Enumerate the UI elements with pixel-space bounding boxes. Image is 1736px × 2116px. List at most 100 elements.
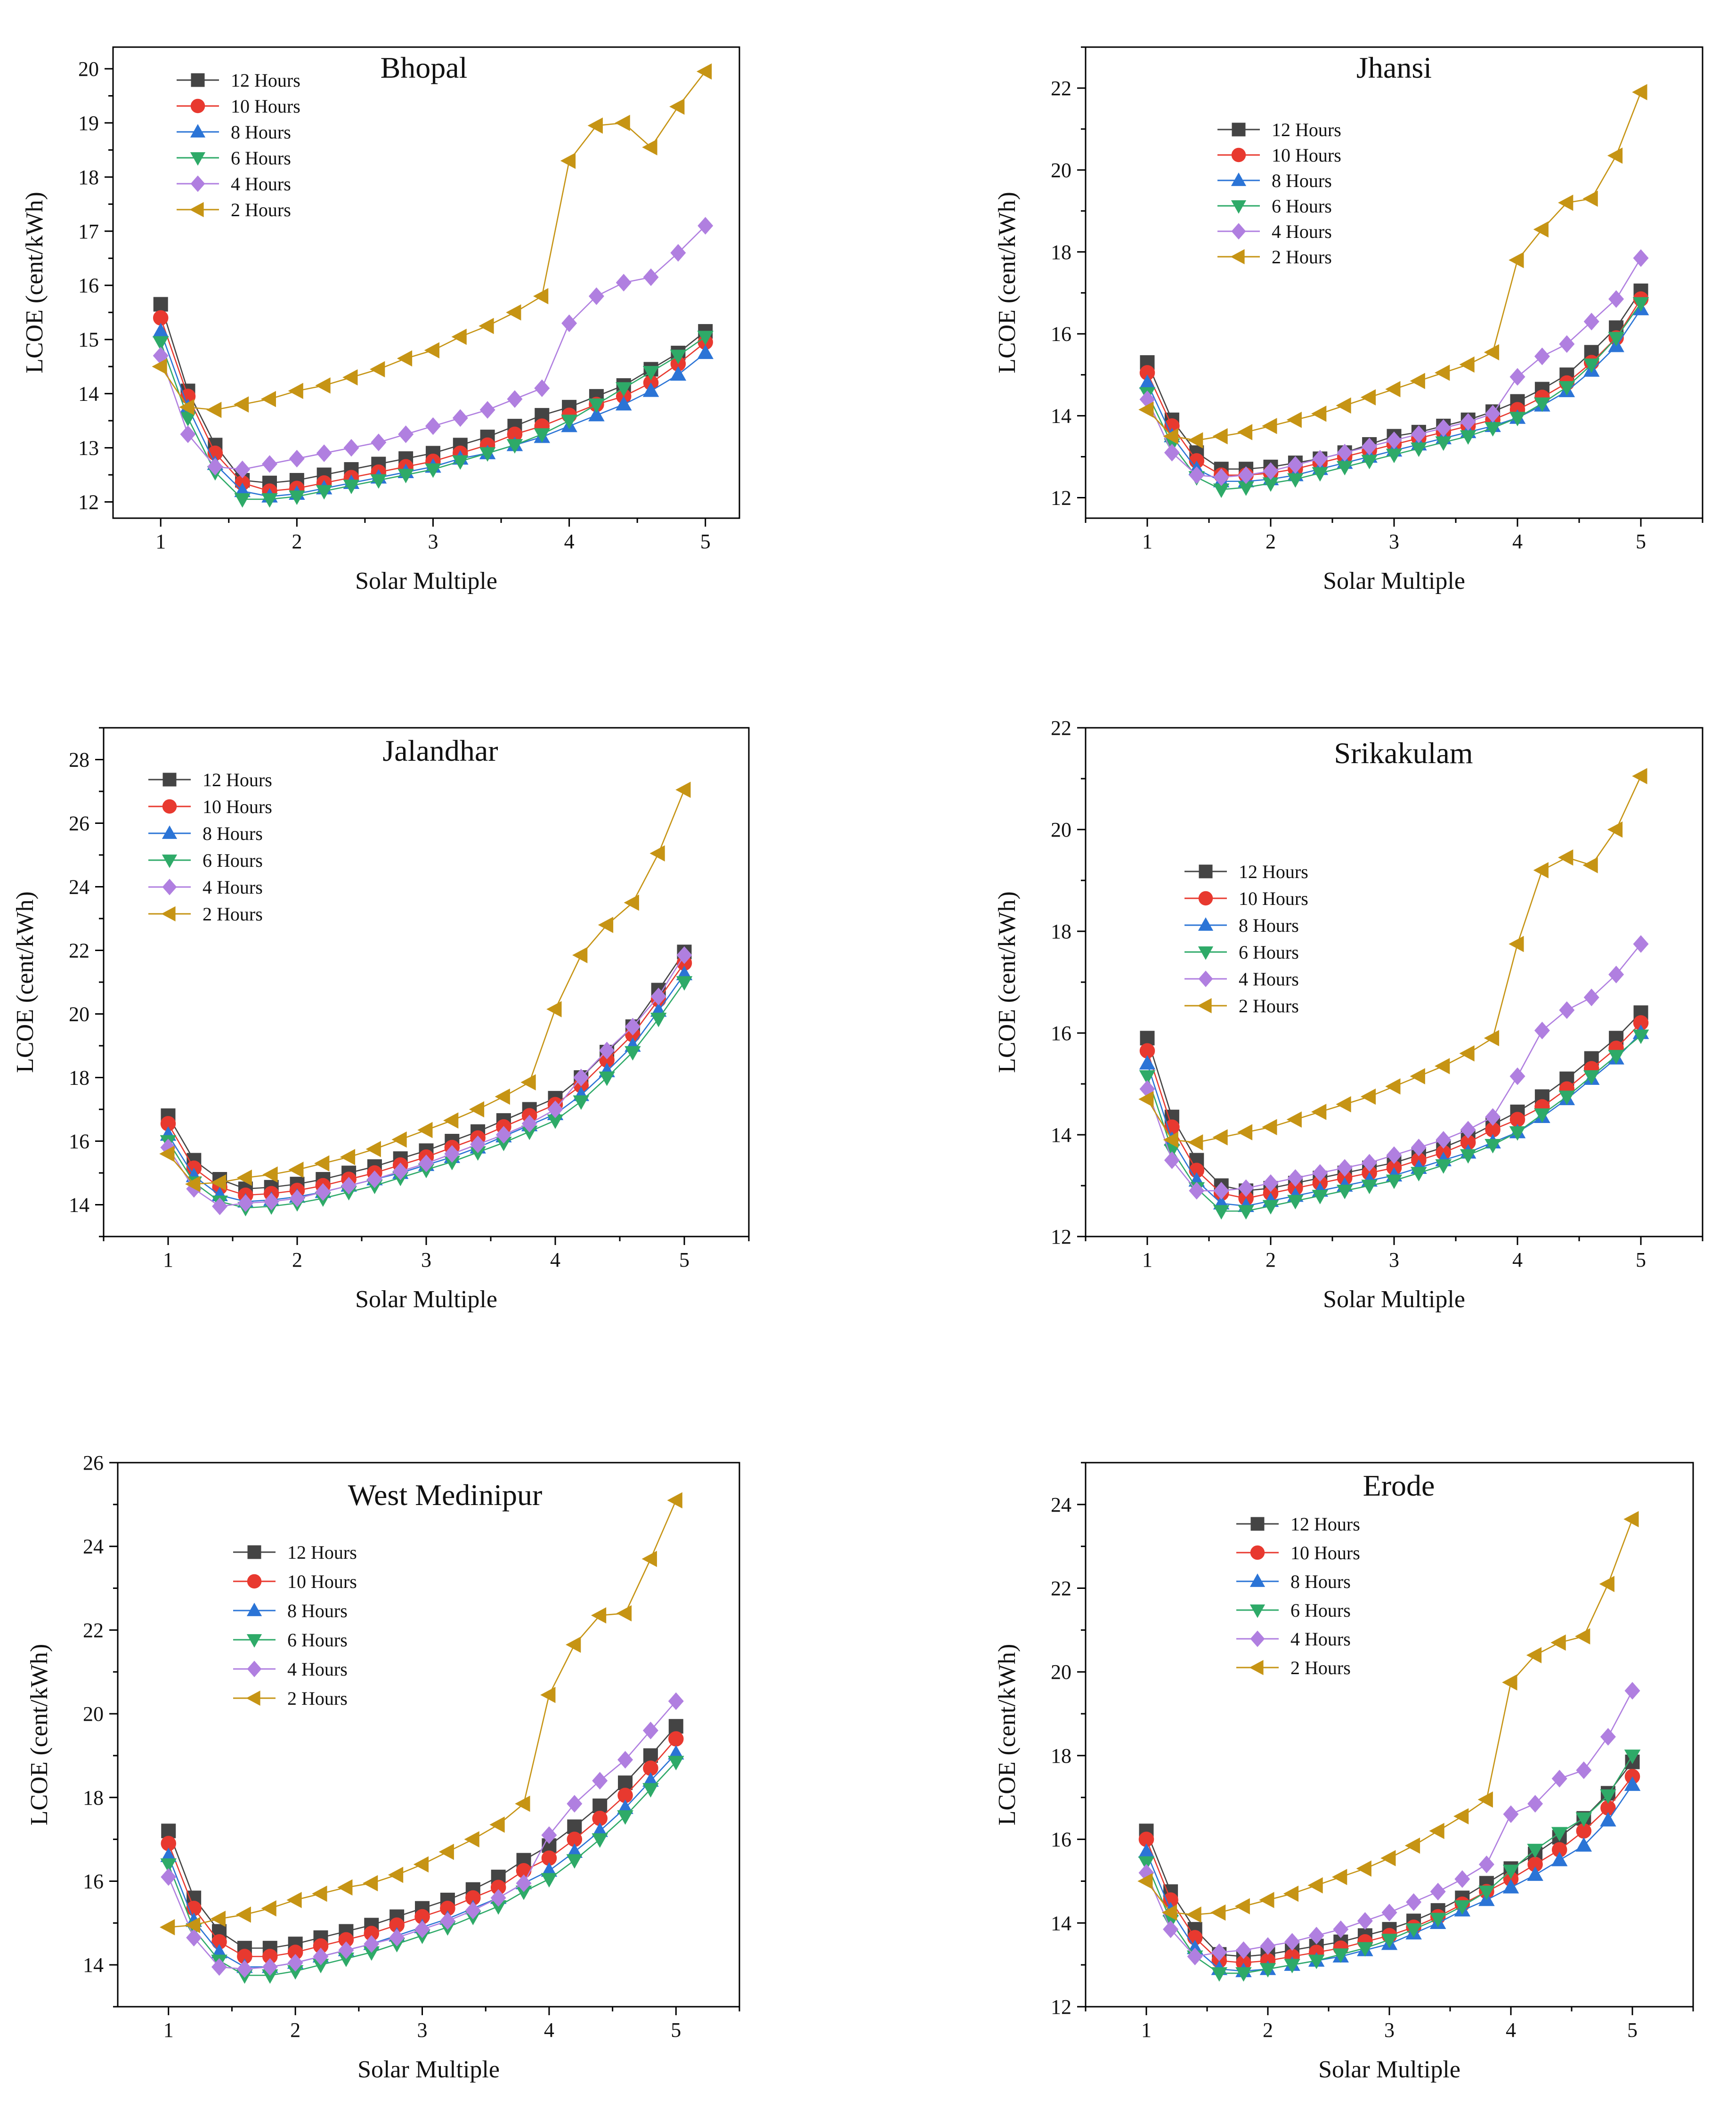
data-point xyxy=(1381,1904,1397,1921)
data-point xyxy=(650,1012,667,1027)
legend: 12 Hours 10 Hours 8 Hours 6 Hours 4 Hours 2 H… xyxy=(1217,119,1341,268)
data-point xyxy=(235,460,251,479)
legend-label: 10 Hours xyxy=(1272,145,1341,166)
data-point xyxy=(516,1874,532,1892)
chart-title: Srikakulam xyxy=(1334,736,1473,770)
data-point xyxy=(1360,389,1376,406)
data-point xyxy=(439,1912,455,1930)
data-point xyxy=(1262,1119,1277,1136)
data-point xyxy=(1362,1154,1378,1172)
data-point xyxy=(316,444,332,462)
x-tick-label: 4 xyxy=(1512,530,1523,553)
data-point xyxy=(676,946,692,964)
x-tick-label: 4 xyxy=(564,530,575,553)
legend-label: 12 Hours xyxy=(1272,119,1341,140)
data-point xyxy=(561,415,577,430)
data-point xyxy=(1558,1091,1575,1105)
legend: 12 Hours 10 Hours 8 Hours 6 Hours 4 Hours 2 H… xyxy=(148,769,272,925)
legend-marker xyxy=(1249,1573,1265,1587)
legend-marker xyxy=(1250,1630,1265,1647)
data-point xyxy=(1312,450,1328,468)
data-point xyxy=(618,1775,633,1790)
data-point xyxy=(1435,365,1450,381)
data-point xyxy=(670,350,687,365)
data-point xyxy=(343,439,359,457)
data-point xyxy=(547,1100,563,1118)
legend-label: 8 Hours xyxy=(1239,915,1299,936)
data-point xyxy=(1551,1827,1568,1842)
legend-label: 10 Hours xyxy=(203,796,272,817)
data-point xyxy=(397,350,413,367)
data-point xyxy=(340,1149,356,1165)
data-point xyxy=(520,1074,536,1091)
data-point xyxy=(262,455,277,473)
data-point xyxy=(649,845,665,862)
y-tick-label: 16 xyxy=(1051,1828,1071,1851)
series-6-hours xyxy=(1139,1029,1649,1220)
legend-label: 2 Hours xyxy=(203,903,263,925)
x-tick-label: 1 xyxy=(163,1248,173,1271)
y-tick-label: 20 xyxy=(1051,1660,1071,1684)
data-point xyxy=(1210,1904,1226,1921)
x-tick-label: 4 xyxy=(544,2018,554,2042)
data-point xyxy=(161,1868,177,1886)
data-point xyxy=(1600,1812,1616,1827)
data-point xyxy=(1139,374,1156,389)
data-point xyxy=(1286,1111,1302,1128)
data-point xyxy=(1632,297,1649,312)
x-tick-label: 4 xyxy=(1506,2018,1516,2042)
legend-marker xyxy=(1232,122,1246,137)
data-point xyxy=(452,455,469,470)
data-point xyxy=(1527,1844,1543,1858)
data-point xyxy=(1454,1900,1471,1915)
x-tick-label: 1 xyxy=(163,2018,174,2042)
data-point xyxy=(179,399,195,415)
x-tick-label: 2 xyxy=(1263,2018,1273,2042)
data-point xyxy=(1599,1576,1614,1592)
data-point xyxy=(1559,1001,1575,1019)
chart-title: West Medinipur xyxy=(348,1478,543,1512)
data-point xyxy=(263,1193,279,1211)
series-4-hours xyxy=(160,946,692,1215)
data-point xyxy=(366,1170,382,1188)
y-tick-label: 12 xyxy=(78,491,99,514)
y-tick-label: 28 xyxy=(69,749,89,772)
data-point xyxy=(1526,1647,1542,1663)
data-point xyxy=(1608,332,1624,347)
legend-marker xyxy=(162,855,178,868)
data-point xyxy=(1485,422,1501,437)
data-point xyxy=(1308,1927,1324,1945)
data-point xyxy=(641,1551,657,1567)
data-point xyxy=(312,1959,329,1974)
data-point xyxy=(479,447,496,462)
data-point xyxy=(212,1197,228,1215)
x-tick-label: 2 xyxy=(292,530,302,553)
legend-marker xyxy=(190,98,205,114)
data-point xyxy=(260,391,276,407)
data-point xyxy=(1213,1182,1229,1200)
data-point xyxy=(289,449,305,468)
data-point xyxy=(534,379,550,397)
data-point xyxy=(365,1141,381,1157)
x-axis-label: Solar Multiple xyxy=(355,1286,497,1313)
legend-marker xyxy=(1249,1604,1265,1618)
data-point xyxy=(210,1911,226,1927)
y-tick-label: 14 xyxy=(1051,405,1071,428)
data-point xyxy=(1237,424,1253,440)
data-point xyxy=(233,396,249,413)
data-point xyxy=(675,781,691,798)
data-point xyxy=(313,1947,329,1966)
data-point xyxy=(1509,252,1524,269)
data-point xyxy=(592,1799,608,1814)
data-point xyxy=(592,1772,608,1790)
data-point xyxy=(616,1605,632,1622)
data-point xyxy=(573,1095,590,1110)
chart-panel-3: 1 2 3 4 5 14 16 18 20 22 24 26 28 Solar Multiple LCOE … xyxy=(12,727,750,1313)
series-4-hours xyxy=(161,1692,684,1978)
data-point xyxy=(1333,1920,1349,1938)
data-point xyxy=(676,976,693,991)
data-point xyxy=(1459,356,1475,373)
legend-marker xyxy=(246,1603,262,1616)
